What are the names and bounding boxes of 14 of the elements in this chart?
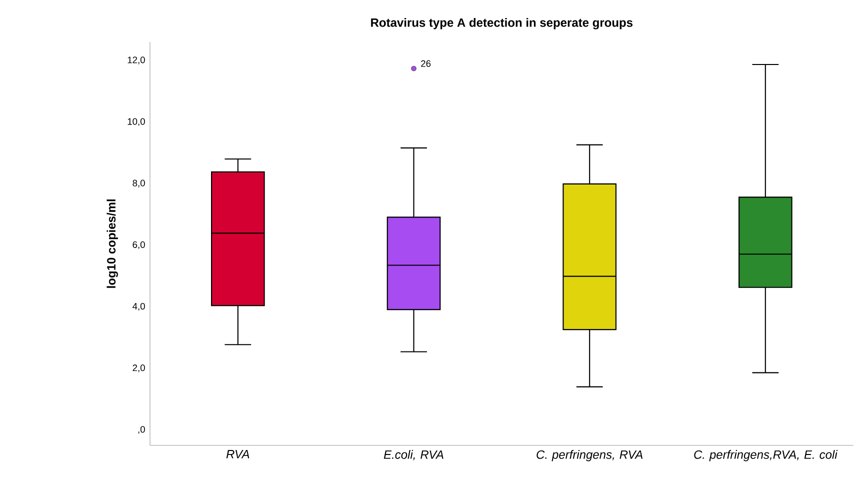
y-tick-label: 4,0 (132, 302, 145, 311)
y-tick-label: 12,0 (128, 56, 145, 64)
y-tick-label: 8,0 (132, 180, 145, 188)
y-tick-label: 10,0 (128, 118, 145, 126)
y-axis-title: log10 copies/ml (106, 200, 118, 288)
x-tick-label: C. perfringens, RVA (536, 450, 643, 462)
y-tick-label: 6,0 (132, 241, 145, 250)
chart-title: Rotavirus type A detection in seperate groups (371, 18, 633, 30)
x-tick-label: RVA (226, 450, 250, 458)
x-tick-label: C. perfringens,RVA, E. coli (694, 450, 838, 462)
x-tick-label: E.coli, RVA (384, 450, 444, 460)
annotation: 26 (421, 60, 431, 67)
y-tick-label: 2,0 (132, 364, 145, 372)
y-tick-label: ,0 (138, 426, 145, 434)
